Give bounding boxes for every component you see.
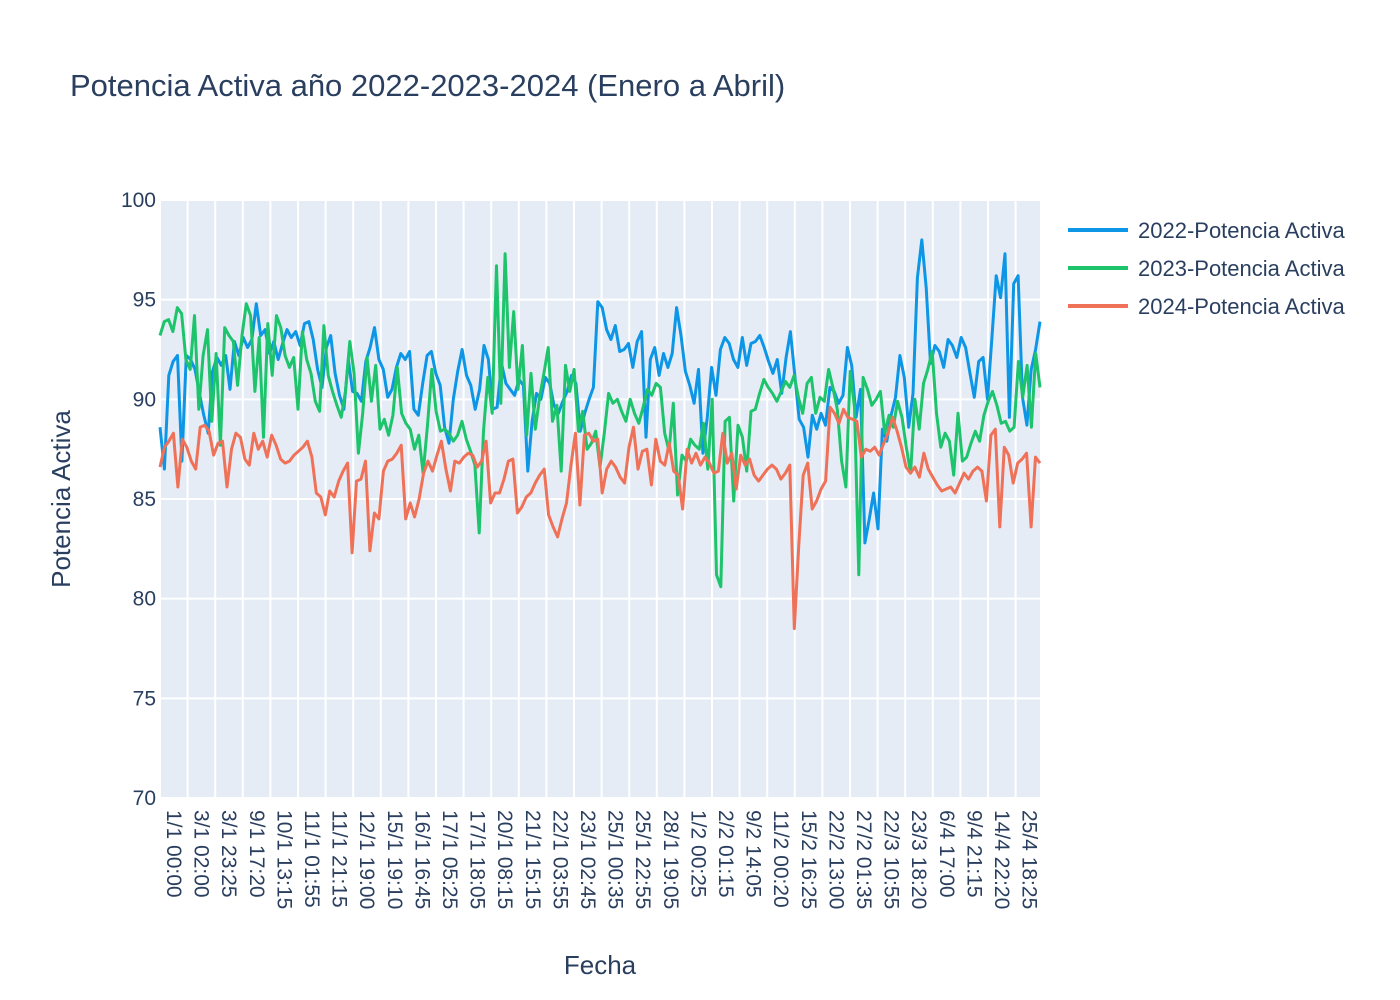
- x-tick-label: 15/2 16:25: [797, 810, 820, 909]
- x-tick-label: 17/1 05:25: [438, 810, 461, 909]
- series-line: [158, 405, 1042, 631]
- x-tick-label: 16/1 16:45: [410, 810, 433, 909]
- x-tick-label: 21/1 15:15: [521, 810, 544, 909]
- x-tick-label: 25/1 00:35: [604, 810, 627, 909]
- x-tick-label: 1/2 00:25: [686, 810, 709, 898]
- x-tick-label: 10/1 13:15: [272, 810, 295, 909]
- y-tick-label: 75: [133, 687, 156, 710]
- x-tick-label: 1/1 00:00: [162, 810, 185, 898]
- x-tick-label: 11/2 00:20: [769, 810, 792, 908]
- x-tick-label: 11/1 21:15: [328, 810, 351, 908]
- y-tick-label: 70: [133, 787, 156, 810]
- legend[interactable]: 2022-Potencia Activa 2023-Potencia Activa…: [1068, 218, 1345, 319]
- x-tick-label: 22/2 13:00: [824, 810, 847, 909]
- legend-label: 2023-Potencia Activa: [1138, 256, 1345, 281]
- x-tick-label: 6/4 17:00: [935, 810, 958, 898]
- x-tick-label: 3/1 02:00: [190, 810, 213, 898]
- x-tick-label: 17/1 18:05: [466, 810, 489, 909]
- x-tick-label: 23/3 18:20: [907, 810, 930, 909]
- x-axis-ticks: 1/1 00:00 3/1 02:00 3/1 23:25 9/1 17:20 10/1…: [162, 810, 1041, 909]
- x-tick-label: 22/3 10:55: [880, 810, 903, 909]
- x-tick-label: 9/2 14:05: [742, 810, 765, 898]
- x-tick-label: 14/4 22:20: [990, 810, 1013, 909]
- x-tick-label: 23/1 02:45: [576, 810, 599, 909]
- x-tick-label: 12/1 19:00: [355, 810, 378, 909]
- y-axis-title: Potencia Activa: [46, 410, 76, 588]
- chart-title: Potencia Activa año 2022-2023-2024 (Ener…: [70, 68, 786, 103]
- x-tick-label: 25/4 18:25: [1018, 810, 1041, 909]
- y-tick-label: 85: [133, 488, 156, 511]
- x-tick-label: 2/2 01:15: [714, 810, 737, 898]
- x-tick-label: 22/1 03:55: [548, 810, 571, 909]
- legend-label: 2024-Potencia Activa: [1138, 294, 1345, 319]
- x-tick-label: 25/1 22:55: [631, 810, 654, 909]
- x-tick-label: 27/2 01:35: [852, 810, 875, 909]
- x-tick-label: 9/1 17:20: [245, 810, 268, 898]
- x-tick-label: 9/4 21:15: [962, 810, 985, 898]
- grid-lines: [159, 199, 1040, 799]
- y-tick-label: 90: [133, 388, 156, 411]
- x-axis-title: Fecha: [564, 950, 637, 980]
- x-tick-label: 20/1 08:15: [493, 810, 516, 909]
- x-tick-label: 15/1 19:10: [383, 810, 406, 909]
- x-tick-label: 28/1 19:05: [659, 810, 682, 909]
- x-tick-label: 3/1 23:25: [217, 810, 240, 898]
- series-line: [158, 238, 1042, 545]
- y-tick-label: 95: [133, 289, 156, 312]
- x-tick-label: 11/1 01:55: [300, 810, 323, 908]
- legend-label: 2022-Potencia Activa: [1138, 218, 1345, 243]
- y-tick-label: 100: [121, 189, 156, 212]
- series-lines: [158, 238, 1042, 631]
- y-axis-ticks: 70 75 80 85 90 95 100: [121, 189, 156, 810]
- y-tick-label: 80: [133, 588, 156, 611]
